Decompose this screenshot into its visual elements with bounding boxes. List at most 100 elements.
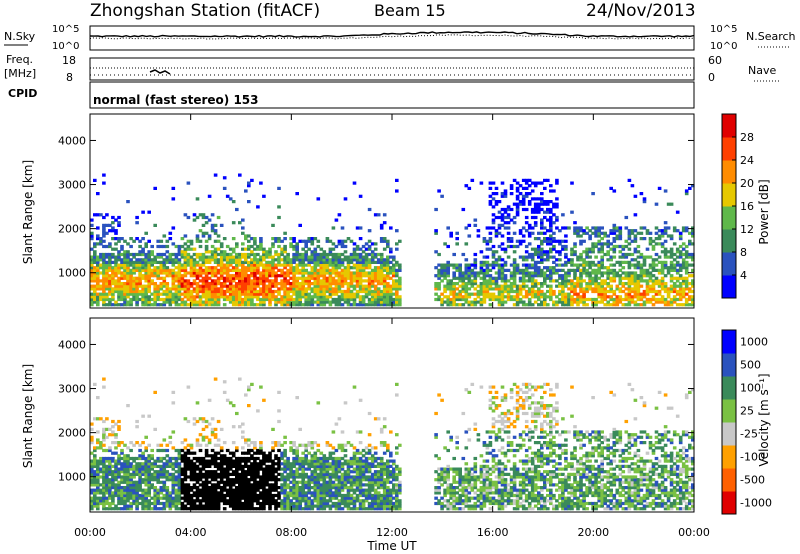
- power-cell: [398, 303, 402, 307]
- power-cell: [96, 258, 100, 262]
- power-cell: [114, 287, 118, 291]
- power-cell: [533, 247, 538, 251]
- power-cell: [540, 207, 544, 212]
- velocity-cell: [135, 507, 139, 511]
- power-cell: [250, 297, 254, 302]
- power-cell: [117, 237, 121, 241]
- power-cell: [389, 303, 393, 307]
- velocity-cell: [135, 501, 139, 506]
- velocity-cell: [123, 443, 127, 447]
- power-cell: [268, 282, 272, 286]
- power-cell: [262, 247, 266, 251]
- power-cell: [244, 271, 248, 275]
- power-cell: [256, 289, 260, 294]
- velocity-cell: [117, 507, 121, 511]
- velocity-cell: [165, 459, 170, 463]
- velocity-cell: [274, 507, 278, 511]
- velocity-cell: [228, 472, 233, 476]
- velocity-cell: [129, 496, 133, 500]
- power-cell: [660, 300, 665, 304]
- power-cell: [195, 282, 200, 286]
- power-cell: [238, 289, 242, 294]
- power-cell: [352, 303, 357, 307]
- power-cell: [494, 271, 499, 275]
- power-cell: [691, 279, 695, 283]
- power-cell: [352, 274, 357, 278]
- velocity-cell: [126, 446, 130, 450]
- power-cell: [567, 287, 571, 291]
- velocity-cell: [247, 448, 251, 453]
- power-cell: [564, 260, 568, 264]
- power-cell: [512, 178, 517, 182]
- velocity-cell: [247, 472, 251, 476]
- power-cell: [102, 295, 106, 299]
- power-cell: [533, 184, 538, 188]
- power-cell: [612, 237, 617, 241]
- power-cell: [313, 274, 318, 278]
- power-cell: [120, 274, 124, 278]
- velocity-cell: [192, 486, 197, 490]
- power-cell: [389, 226, 393, 230]
- power-cell: [678, 276, 683, 280]
- velocity-cell: [123, 454, 127, 458]
- power-cell: [488, 237, 493, 241]
- station-title: Zhongshan Station (fitACF): [90, 1, 320, 21]
- velocity-cell: [93, 454, 97, 458]
- velocity-cell: [207, 464, 212, 468]
- power-cell: [274, 282, 278, 286]
- power-cell: [319, 260, 324, 264]
- power-cell: [307, 247, 311, 251]
- power-cell: [669, 234, 674, 238]
- power-cell: [195, 274, 200, 278]
- power-cell: [325, 300, 330, 304]
- power-cell: [304, 255, 308, 259]
- power-cell: [688, 239, 692, 243]
- power-cell: [358, 237, 363, 241]
- power-cell: [247, 260, 251, 264]
- power-cell: [346, 287, 351, 291]
- power-cell: [96, 263, 100, 267]
- power-cell: [533, 215, 538, 220]
- power-cell: [129, 274, 133, 278]
- power-cell: [207, 218, 212, 222]
- power-cell: [691, 234, 695, 238]
- power-cell: [174, 258, 179, 262]
- power-cell: [585, 297, 589, 302]
- power-cell: [537, 244, 541, 249]
- velocity-cell: [183, 486, 188, 490]
- velocity-cell: [271, 478, 275, 482]
- power-cell: [509, 207, 514, 212]
- power-cell: [301, 255, 305, 259]
- velocity-cell: [114, 435, 118, 439]
- power-cell: [364, 258, 369, 262]
- power-cell: [238, 276, 242, 280]
- power-cell: [446, 266, 450, 270]
- power-cell: [461, 276, 466, 280]
- velocity-cell: [210, 486, 215, 490]
- power-cell: [585, 268, 589, 272]
- power-cell: [165, 292, 170, 296]
- velocity-cell: [253, 451, 257, 455]
- velocity-cell: [201, 456, 206, 461]
- velocity-cell: [111, 493, 115, 498]
- power-cell: [105, 213, 109, 217]
- power-cell: [253, 303, 257, 307]
- power-cell: [582, 260, 586, 264]
- power-cell: [675, 229, 680, 233]
- power-cell: [340, 271, 345, 275]
- power-cell: [159, 297, 164, 302]
- power-cell: [328, 287, 333, 291]
- power-cell: [265, 250, 269, 254]
- power-cell: [129, 303, 133, 307]
- power-cell: [247, 289, 251, 294]
- velocity-cell: [189, 464, 194, 468]
- velocity-cell: [153, 488, 157, 492]
- power-cell: [156, 252, 160, 257]
- velocity-cell: [216, 499, 221, 503]
- power-cell: [222, 295, 227, 299]
- power-cell: [259, 181, 263, 185]
- power-cell: [253, 271, 257, 275]
- power-cell: [549, 226, 553, 230]
- power-cell: [262, 282, 266, 286]
- power-cell: [675, 303, 680, 307]
